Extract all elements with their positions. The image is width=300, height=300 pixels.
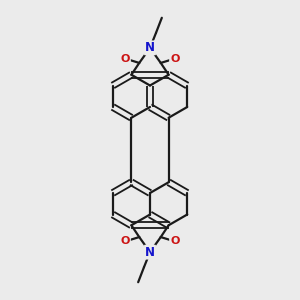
Text: O: O (170, 54, 179, 64)
Text: N: N (145, 41, 155, 54)
Text: O: O (121, 236, 130, 246)
Text: N: N (145, 246, 155, 259)
Text: O: O (121, 54, 130, 64)
Text: O: O (170, 236, 179, 246)
